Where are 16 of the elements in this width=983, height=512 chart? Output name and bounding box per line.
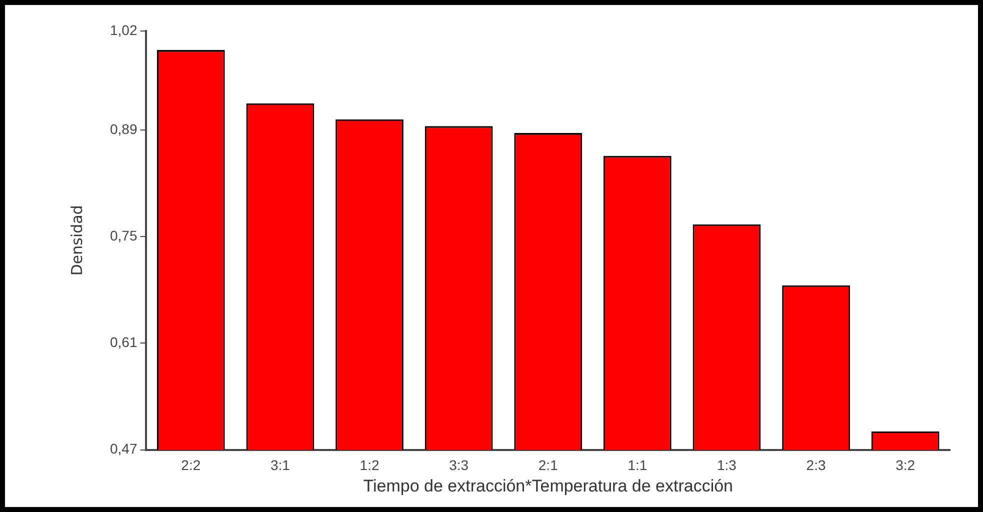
x-tick-label: 3:2 bbox=[896, 457, 916, 474]
x-tick-label: 3:3 bbox=[449, 457, 469, 474]
x-axis-title: Tiempo de extracción*Temperatura de extracción bbox=[363, 476, 734, 496]
x-tick-label: 2:2 bbox=[181, 457, 201, 474]
y-tick-label: 0,89 bbox=[110, 120, 138, 137]
y-axis-title: Densidad bbox=[68, 205, 86, 276]
y-tick-label: 0,61 bbox=[110, 334, 138, 350]
y-tick-label: 1,02 bbox=[110, 22, 138, 38]
x-tick-label: 2:3 bbox=[806, 457, 826, 474]
x-tick-label: 1:2 bbox=[360, 457, 380, 474]
y-tick-label: 0,47 bbox=[110, 440, 138, 457]
y-tick-label: 0,75 bbox=[110, 227, 138, 244]
x-tick-label: 2:1 bbox=[538, 457, 558, 474]
x-tick-label: 1:1 bbox=[628, 457, 648, 474]
x-tick-label: 1:3 bbox=[717, 457, 737, 474]
x-tick-label: 3:1 bbox=[270, 457, 290, 474]
